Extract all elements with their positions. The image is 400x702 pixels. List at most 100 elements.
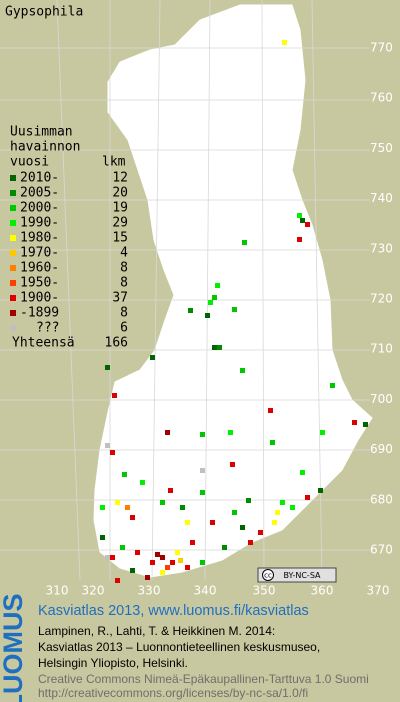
legend-label: 2010- <box>20 171 59 186</box>
observations <box>100 40 368 583</box>
observation-square <box>305 222 310 227</box>
observation-square <box>212 345 217 350</box>
legend-count: 6 <box>120 321 128 336</box>
legend-swatch <box>10 295 16 301</box>
legend-heading: vuosi <box>10 155 49 170</box>
observation-square <box>200 432 205 437</box>
observation-square <box>185 520 190 525</box>
legend-heading: Uusimman <box>10 125 73 140</box>
legend-label: 2005- <box>20 186 59 201</box>
observation-square <box>168 488 173 493</box>
observation-square <box>175 550 180 555</box>
observation-square <box>228 430 233 435</box>
observation-square <box>185 565 190 570</box>
legend-swatch <box>10 175 16 181</box>
observation-square <box>188 308 193 313</box>
observation-square <box>155 552 160 557</box>
observation-square <box>240 525 245 530</box>
legend-count: 37 <box>112 291 128 306</box>
legend-count: 4 <box>120 246 128 261</box>
y-axis-label: 700 <box>370 392 393 406</box>
observation-square <box>242 240 247 245</box>
observation-square <box>110 450 115 455</box>
observation-square <box>130 568 135 573</box>
observation-square <box>122 472 127 477</box>
observation-square <box>232 307 237 312</box>
observation-square <box>190 540 195 545</box>
observation-square <box>210 520 215 525</box>
headline: Kasviatlas 2013, www.luomus.fi/kasviatla… <box>38 603 309 619</box>
observation-square <box>232 510 237 515</box>
x-axis-label: 330 <box>138 584 161 598</box>
observation-square <box>115 578 120 583</box>
observation-square <box>300 470 305 475</box>
y-axis-label: 680 <box>370 492 393 506</box>
observation-square <box>150 560 155 565</box>
observation-square <box>280 500 285 505</box>
legend-swatch <box>10 235 16 241</box>
observation-square <box>160 570 165 575</box>
observation-square <box>222 545 227 550</box>
observation-square <box>180 505 185 510</box>
observation-square <box>178 558 183 563</box>
legend-label: 1960- <box>20 261 59 276</box>
observation-square <box>100 535 105 540</box>
legend-swatch <box>10 220 16 226</box>
observation-square <box>290 505 295 510</box>
observation-square <box>140 480 145 485</box>
y-axis-label: 740 <box>370 191 393 205</box>
observation-square <box>130 515 135 520</box>
observation-square <box>268 408 273 413</box>
observation-square <box>215 283 220 288</box>
title: Gypsophila <box>5 5 83 20</box>
observation-square <box>110 555 115 560</box>
x-axis-label: 310 <box>46 584 69 598</box>
observation-square <box>318 488 323 493</box>
legend-count: 8 <box>120 261 128 276</box>
y-axis-label: 690 <box>370 442 393 456</box>
observation-square <box>125 505 130 510</box>
legend-label: 2000- <box>20 201 59 216</box>
license-line: http://creativecommons.org/licenses/by-n… <box>38 686 308 700</box>
observation-square <box>208 300 213 305</box>
observation-square <box>270 440 275 445</box>
badge-circle <box>262 569 274 581</box>
legend-count-heading: lkm <box>102 155 126 170</box>
badge-cc: cc <box>264 572 272 580</box>
y-axis-label: 750 <box>370 141 393 155</box>
land <box>93 4 373 578</box>
legend-swatch <box>10 280 16 286</box>
y-axis-label: 770 <box>370 41 393 55</box>
observation-square <box>150 355 155 360</box>
logo: LUOMUS <box>0 594 28 702</box>
y-axis-label: 720 <box>370 292 393 306</box>
observation-square <box>297 237 302 242</box>
legend-label: 1970- <box>20 246 59 261</box>
citation-line: Helsingin Yliopisto, Helsinki. <box>38 656 188 670</box>
legend-count: 8 <box>120 276 128 291</box>
legend-count: 8 <box>120 306 128 321</box>
license-line: Creative Commons Nimeä-Epäkaupallinen-Ta… <box>38 672 369 686</box>
legend-label: ??? <box>36 321 59 336</box>
legend-total: 166 <box>105 336 128 351</box>
legend-count: 20 <box>112 186 128 201</box>
observation-square <box>100 505 105 510</box>
y-axis-label: 760 <box>370 91 393 105</box>
observation-square <box>200 490 205 495</box>
x-axis-label: 320 <box>82 584 105 598</box>
grid <box>0 0 370 581</box>
observation-square <box>212 295 217 300</box>
y-axis-label: 710 <box>370 342 393 356</box>
observation-square <box>200 560 205 565</box>
legend-label: 1950- <box>20 276 59 291</box>
observation-square <box>352 420 357 425</box>
legend-swatch <box>10 250 16 256</box>
observation-square <box>165 430 170 435</box>
x-axis-label: 360 <box>311 584 334 598</box>
legend-label: -1899 <box>20 306 59 321</box>
observation-square <box>363 422 368 427</box>
observation-square <box>112 393 117 398</box>
observation-square <box>330 383 335 388</box>
legend-label: 1980- <box>20 231 59 246</box>
legend-count: 15 <box>112 231 128 246</box>
